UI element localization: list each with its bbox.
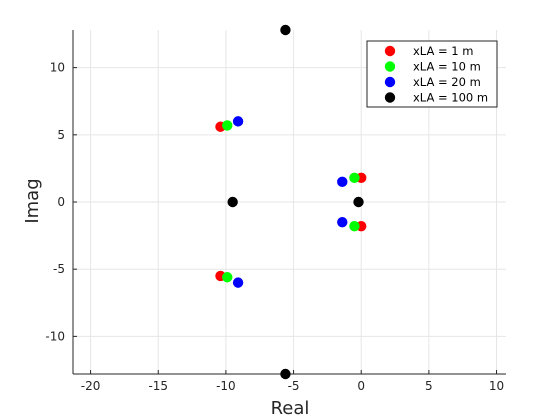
data-point-series-4 xyxy=(280,369,290,379)
x-axis-title: Real xyxy=(271,398,310,419)
x-tick-label: -10 xyxy=(216,379,236,393)
data-point-series-4 xyxy=(353,197,363,207)
data-point-series-2 xyxy=(349,173,359,183)
x-tick-label: -5 xyxy=(288,379,300,393)
data-point-series-3 xyxy=(337,177,347,187)
legend-marker xyxy=(385,61,395,71)
x-tick-label: -20 xyxy=(81,379,101,393)
legend-label: xLA = 10 m xyxy=(413,60,481,74)
legend-marker xyxy=(385,46,395,56)
data-point-series-4 xyxy=(227,197,237,207)
x-tick-label: 5 xyxy=(425,379,433,393)
y-tick-label: 5 xyxy=(57,128,65,142)
data-point-series-3 xyxy=(233,277,243,287)
legend-marker xyxy=(385,92,395,102)
data-point-series-3 xyxy=(337,217,347,227)
legend-label: xLA = 100 m xyxy=(413,91,488,105)
legend-label: xLA = 1 m xyxy=(413,44,473,58)
y-tick-label: -10 xyxy=(45,329,65,343)
data-point-series-2 xyxy=(222,120,232,130)
y-tick-label: 10 xyxy=(50,61,65,75)
y-tick-label: 0 xyxy=(57,195,65,209)
x-tick-label: -15 xyxy=(148,379,168,393)
legend-label: xLA = 20 m xyxy=(413,75,481,89)
y-tick-label: -5 xyxy=(53,262,65,276)
data-point-series-4 xyxy=(280,25,290,35)
legend-marker xyxy=(385,77,395,87)
data-point-series-2 xyxy=(222,272,232,282)
x-tick-label: 0 xyxy=(357,379,365,393)
data-point-series-3 xyxy=(233,116,243,126)
x-tick-label: 10 xyxy=(489,379,504,393)
y-axis-title: Imag xyxy=(22,178,43,223)
data-point-series-2 xyxy=(349,221,359,231)
